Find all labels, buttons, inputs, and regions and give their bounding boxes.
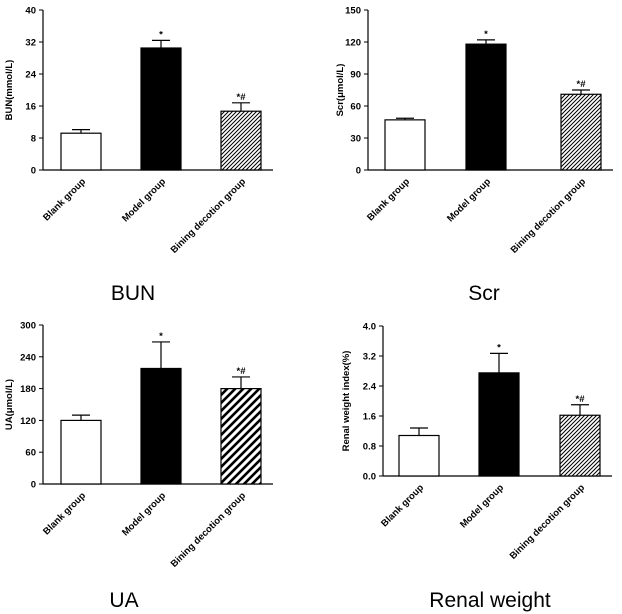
- y-tick-label: 120: [20, 416, 36, 427]
- y-tick-label: 2.4: [363, 382, 377, 393]
- category-label: Model group: [458, 482, 506, 530]
- y-tick-label: 8: [31, 134, 36, 145]
- bar-2: [140, 367, 182, 485]
- bar-3: [560, 93, 602, 171]
- y-tick-label: 1.6: [363, 412, 376, 423]
- category-label: Blank group: [379, 482, 426, 529]
- significance-label: *: [159, 29, 163, 40]
- bar-3: [220, 388, 262, 485]
- y-tick-label: 32: [25, 38, 36, 49]
- category-label: Bining decotion group: [169, 490, 249, 570]
- bar-2: [478, 372, 520, 477]
- y-tick-label: 4.0: [363, 322, 376, 333]
- bar-3: [559, 414, 601, 477]
- chart-panel-4: 0.0 0.8 1.6 2.4 3.2 4.0 Renal weight index(%) B…: [341, 322, 612, 612]
- y-tick-label: 180: [20, 384, 36, 395]
- bar-2: [140, 47, 182, 171]
- y-tick-label: 16: [25, 102, 36, 113]
- category-label: Blank group: [41, 176, 88, 223]
- chart-panel-3: 0 60 120 180 240 300 UA(μmol/L) Blank group * Mod…: [4, 321, 273, 612]
- panel-caption: Renal weight: [429, 589, 551, 612]
- y-tick-label: 240: [20, 352, 36, 363]
- category-label: Blank group: [41, 490, 88, 537]
- category-label: Blank group: [365, 176, 412, 223]
- y-tick-label: 0.0: [363, 472, 376, 483]
- chart-panel-2: 0 30 60 90 120 150 Scr(μmol/L) Blank group * Mode…: [335, 6, 613, 305]
- bar-1: [60, 419, 102, 485]
- y-tick-label: 60: [350, 102, 361, 113]
- y-tick-label: 0: [31, 166, 36, 177]
- y-axis-label: Renal weight index(%): [341, 351, 352, 452]
- y-tick-label: 40: [25, 6, 36, 17]
- category-label: Bining decotion group: [509, 176, 589, 256]
- significance-label: *#: [576, 394, 586, 405]
- y-axis-label: UA(μmol/L): [4, 379, 15, 430]
- y-axis-label: Scr(μmol/L): [335, 64, 346, 117]
- y-tick-label: 0: [31, 480, 36, 491]
- chart-panel-1: 0 8 16 24 32 40 BUN(mmol/L) Blank group * Model g…: [4, 6, 273, 305]
- y-tick-label: 300: [20, 321, 36, 332]
- bar-2: [465, 43, 507, 171]
- y-tick-label: 0.8: [363, 442, 376, 453]
- bar-1: [384, 119, 426, 171]
- bar-1: [60, 132, 102, 171]
- y-tick-label: 24: [25, 70, 36, 81]
- y-tick-label: 60: [25, 448, 36, 459]
- y-tick-label: 90: [350, 70, 361, 81]
- panel-caption: Scr: [468, 282, 500, 305]
- significance-label: *: [497, 342, 501, 353]
- bar-3: [220, 110, 262, 171]
- y-tick-label: 0: [356, 166, 361, 177]
- significance-label: *: [159, 331, 163, 342]
- y-tick-label: 3.2: [363, 352, 376, 363]
- y-tick-label: 120: [345, 38, 361, 49]
- panel-caption: UA: [109, 589, 138, 612]
- significance-label: *: [484, 29, 488, 40]
- category-label: Model group: [120, 490, 168, 538]
- panel-caption: BUN: [111, 282, 155, 305]
- category-label: Model group: [445, 176, 493, 224]
- category-label: Model group: [120, 176, 168, 224]
- significance-label: *#: [237, 366, 247, 377]
- category-label: Bining decotion group: [169, 176, 249, 256]
- y-tick-label: 30: [350, 134, 361, 145]
- bar-1: [398, 434, 440, 477]
- significance-label: *#: [237, 92, 247, 103]
- significance-label: *#: [577, 79, 587, 90]
- y-tick-label: 150: [345, 6, 361, 17]
- category-label: Bining decotion group: [508, 482, 588, 562]
- y-axis-label: BUN(mmol/L): [4, 60, 15, 121]
